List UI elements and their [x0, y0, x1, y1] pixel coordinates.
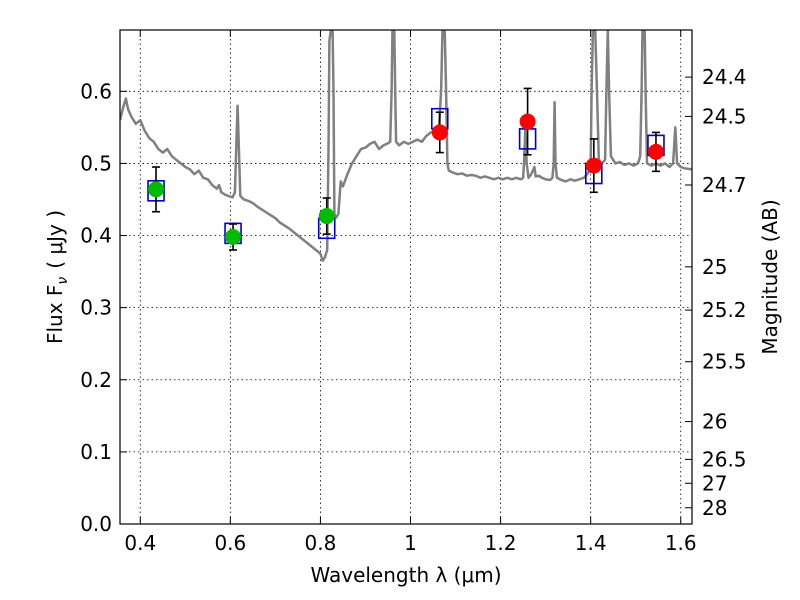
x-tick-label: 0.4	[124, 531, 156, 555]
magnitude-tick-label: 28	[702, 496, 727, 520]
magnitude-tick-label: 24.7	[702, 173, 747, 197]
y-tick-label: 0.5	[80, 151, 112, 175]
x-tick-label: 0.8	[305, 531, 337, 555]
x-tick-label: 1.2	[485, 531, 517, 555]
y-axis-title-unit: ( μJy )	[43, 210, 67, 269]
x-tick-label: 1.6	[665, 531, 697, 555]
x-tick-label: 0.6	[214, 531, 246, 555]
data-point	[148, 181, 165, 198]
magnitude-axis-title: Magnitude (AB)	[758, 199, 782, 354]
photometry-points	[148, 87, 664, 251]
x-tick-label: 1	[404, 531, 417, 555]
y-axis-title-sub: ν	[55, 277, 71, 285]
data-point	[225, 228, 242, 245]
magnitude-tick-label: 25	[702, 255, 727, 279]
y-tick-label: 0.1	[80, 440, 112, 464]
magnitude-tick-label: 24.4	[702, 65, 747, 89]
plot-frame	[119, 29, 693, 525]
y-tick-label: 0.6	[80, 79, 112, 103]
x-axis-ticks: 0.4 0.6 0.8 1 1.2 1.4 1.6	[124, 30, 697, 555]
magnitude-tick-label: 24.5	[702, 104, 747, 128]
y-tick-label: 0.0	[80, 512, 112, 536]
y-axis-ticks: 0.0 0.1 0.2 0.3 0.4 0.5 0.6	[80, 79, 127, 536]
spectrum-line	[120, 30, 692, 263]
y-tick-label: 0.4	[80, 224, 112, 248]
data-point	[431, 124, 448, 141]
x-axis-title: Wavelength λ (μm)	[310, 563, 501, 587]
data-point	[318, 208, 335, 225]
y-tick-label: 0.2	[80, 368, 112, 392]
model-flux-boxes	[147, 107, 665, 245]
spectrum	[120, 30, 692, 263]
magnitude-tick-label: 27	[702, 471, 727, 495]
data-point	[647, 143, 664, 160]
data-point	[585, 157, 602, 174]
y-tick-label: 0.3	[80, 296, 112, 320]
data-point	[519, 113, 536, 130]
y-axis-title: Flux Fν ( μJy )	[43, 210, 71, 344]
y-axis-title-main: Flux F	[43, 285, 67, 344]
magnitude-tick-label: 26.5	[702, 447, 747, 471]
magnitude-tick-label: 25.5	[702, 350, 747, 374]
x-tick-label: 1.4	[575, 531, 607, 555]
magnitude-tick-label: 26	[702, 410, 727, 434]
magnitude-tick-label: 25.2	[702, 298, 747, 322]
